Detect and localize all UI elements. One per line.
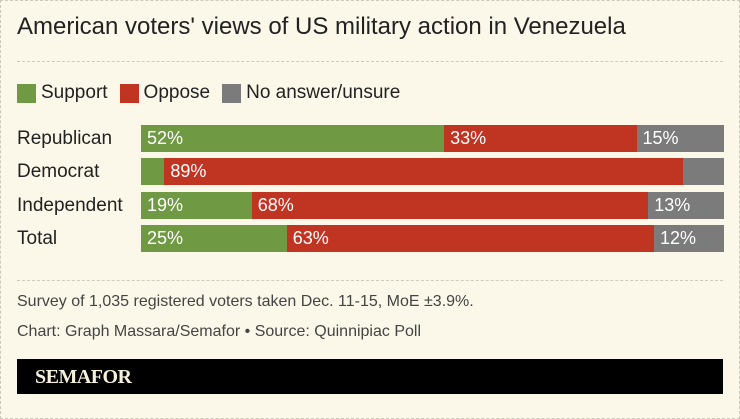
bar-segment-no-answer-unsure: 15% (636, 125, 724, 152)
legend-swatch (222, 83, 242, 103)
bar-segment-no-answer-unsure (683, 158, 724, 185)
legend-swatch (119, 83, 139, 103)
legend-item: Support (17, 82, 108, 104)
bar-row: Total 25% 63% 12% (17, 225, 724, 252)
survey-note: Survey of 1,035 registered voters taken … (17, 293, 474, 310)
legend-item: Oppose (119, 82, 211, 104)
legend-item: No answer/unsure (222, 82, 400, 104)
bar-row: Independent 19% 68% 13% (17, 192, 724, 219)
bar-segment-oppose: 63% (286, 225, 655, 252)
bar-segment-support: 52% (141, 125, 445, 152)
legend-swatch (17, 83, 36, 103)
stacked-bar: 52% 33% 15% (141, 125, 724, 152)
bar-segment-oppose: 68% (251, 192, 649, 219)
category-label: Republican (17, 128, 113, 149)
bar-segment-support: 19% (141, 192, 252, 219)
divider (17, 280, 723, 281)
category-label: Democrat (17, 161, 100, 182)
legend: Support Oppose No answer/unsure (17, 82, 400, 104)
stacked-bar: 25% 63% 12% (141, 225, 724, 252)
bar-segment-no-answer-unsure: 12% (654, 225, 724, 252)
chart-title: American voters' views of US military ac… (17, 13, 626, 40)
bar-segment-support: 25% (141, 225, 287, 252)
legend-label: Support (41, 82, 108, 103)
semafor-logo: SEMAFOR (35, 366, 132, 388)
bar-row: Democrat 89% (17, 158, 724, 185)
legend-label: No answer/unsure (246, 82, 401, 103)
bar-row: Republican 52% 33% 15% (17, 125, 724, 152)
category-label: Independent (17, 195, 123, 216)
bar-segment-oppose: 33% (444, 125, 637, 152)
legend-label: Oppose (143, 82, 211, 103)
credit-note: Chart: Graph Massara/Semafor • Source: Q… (17, 323, 421, 340)
stacked-bar: 89% (141, 158, 724, 185)
bar-segment-oppose: 89% (164, 158, 684, 185)
stacked-bar: 19% 68% 13% (141, 192, 724, 219)
footer-bar: SEMAFOR (17, 359, 723, 394)
category-label: Total (17, 228, 58, 249)
bar-segment-no-answer-unsure: 13% (648, 192, 724, 219)
divider (17, 61, 723, 62)
bar-segment-support (141, 158, 165, 185)
